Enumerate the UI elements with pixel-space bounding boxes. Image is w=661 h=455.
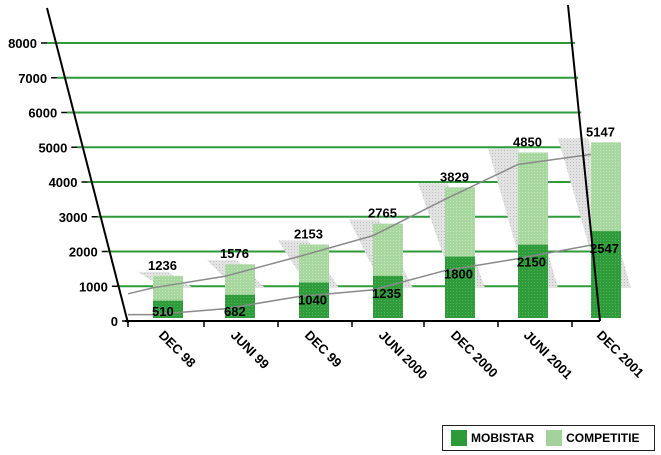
data-label-total: 1236 (148, 258, 177, 273)
y-axis-right (567, 4, 601, 322)
data-label-mobistar: 1235 (372, 286, 401, 301)
y-tick-label: 6000 (28, 106, 57, 121)
bar-competitie (299, 244, 329, 283)
bar-mobistar (299, 282, 329, 318)
y-tick-label: 1000 (79, 279, 108, 294)
y-tick-label: 4000 (49, 175, 78, 190)
legend: MOBISTAR COMPETITIE (442, 425, 655, 451)
bar-competitie (591, 142, 621, 232)
legend-item-competitie: COMPETITIE (546, 430, 639, 446)
x-tick-label: JUNI 2000 (376, 328, 431, 383)
bar-competitie (153, 275, 183, 301)
gridlines (47, 42, 597, 288)
bar-mobistar (518, 244, 548, 318)
legend-label-mobistar: MOBISTAR (471, 431, 535, 445)
y-tick-label: 2000 (69, 245, 98, 260)
x-tick-label: DEC 2001 (594, 328, 647, 381)
data-label-mobistar: 510 (152, 304, 174, 319)
data-label-total: 2153 (294, 227, 323, 242)
data-labels: 1236 510 1576 682 2153 1040 2765 1235 3829 1800 48… (148, 124, 619, 319)
data-label-total: 1576 (220, 246, 249, 261)
data-label-mobistar: 1800 (444, 267, 473, 282)
data-label-mobistar: 682 (224, 304, 246, 319)
y-tick-label: 0 (111, 314, 118, 329)
axes: 0 1000 2000 3000 4000 5000 6000 7000 8000 DEC 98 J… (8, 4, 647, 383)
data-label-total: 5147 (586, 124, 615, 139)
legend-label-competitie: COMPETITIE (566, 431, 640, 445)
legend-swatch-mobistar (451, 430, 467, 446)
trend-line-mobistar (128, 244, 592, 316)
legend-swatch-competitie (546, 430, 563, 446)
x-tick-label: DEC 99 (302, 328, 345, 371)
data-label-total: 2765 (368, 206, 397, 221)
data-label-mobistar: 2150 (517, 255, 546, 270)
x-tick-label: DEC 98 (156, 328, 199, 371)
data-label-total: 3829 (440, 169, 469, 184)
data-label-mobistar: 1040 (298, 293, 327, 308)
bar-competitie (518, 152, 548, 245)
y-tick-label: 8000 (8, 36, 37, 51)
y-tick-label: 3000 (59, 210, 88, 225)
bar-competitie (373, 223, 403, 276)
data-label-total: 4850 (513, 134, 542, 149)
x-tick-label: JUNI 99 (228, 328, 272, 372)
bar-competitie (445, 187, 475, 257)
data-label-mobistar: 2547 (590, 241, 619, 256)
y-tick-label: 7000 (18, 71, 47, 86)
x-tick-label: DEC 2000 (448, 328, 501, 381)
trend-lines (127, 153, 592, 316)
y-tick-label: 5000 (38, 140, 67, 155)
legend-item-mobistar: MOBISTAR (451, 430, 534, 446)
x-tick-label: JUNI 2001 (521, 328, 576, 383)
trend-line-total (127, 153, 592, 295)
y-axis-left (46, 7, 129, 324)
